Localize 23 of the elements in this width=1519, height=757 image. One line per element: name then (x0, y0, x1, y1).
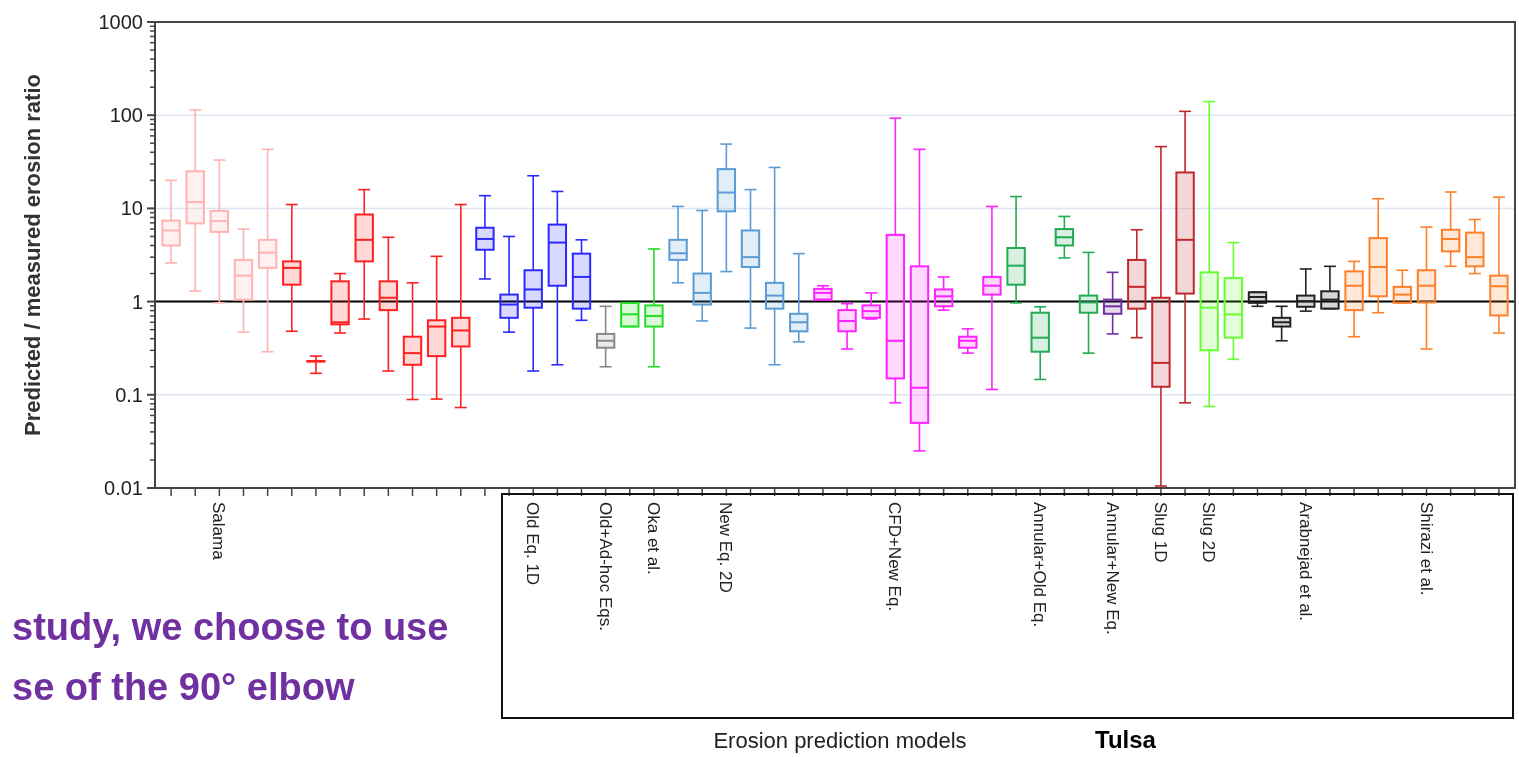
y-tick-label: 0.01 (104, 477, 143, 499)
x-tick-label: Annular+New Eq. (1102, 502, 1122, 635)
x-tick-label: Shirazi et al. (1416, 502, 1436, 596)
x-tick-label: Oka et al. (643, 502, 663, 575)
text: Tulsa (1095, 726, 1157, 754)
x-tick-label: Old Eq. 1D (523, 502, 543, 586)
y-axis-title: Predicted / measured erosion ratio (20, 74, 45, 436)
text: study, we choose to use (12, 606, 449, 648)
x-tick-label: Slug 1D (1150, 502, 1170, 563)
y-tick-label: 10 (120, 197, 143, 220)
x-tick-label: Slug 2D (1199, 502, 1219, 563)
x-tick-label: Arabnejad et al. (1295, 502, 1315, 622)
x-tick-label: New Eq. 2D (716, 502, 736, 593)
y-tick-label: 0.1 (115, 383, 143, 406)
x-tick-label: Salama (209, 502, 229, 561)
y-tick-label: 1000 (98, 11, 143, 33)
x-tick-label: Old+Ad-hoc Eqs. (595, 502, 615, 631)
x-tick-label: CFD+New Eq. (885, 502, 905, 612)
y-tick-label: 100 (109, 104, 143, 127)
x-axis-title: Erosion prediction models (713, 727, 967, 753)
y-tick-label: 1 (131, 290, 143, 313)
text: se of the 90° elbow (12, 666, 355, 708)
x-tick-label: Annular+Old Eq. (1030, 502, 1050, 628)
